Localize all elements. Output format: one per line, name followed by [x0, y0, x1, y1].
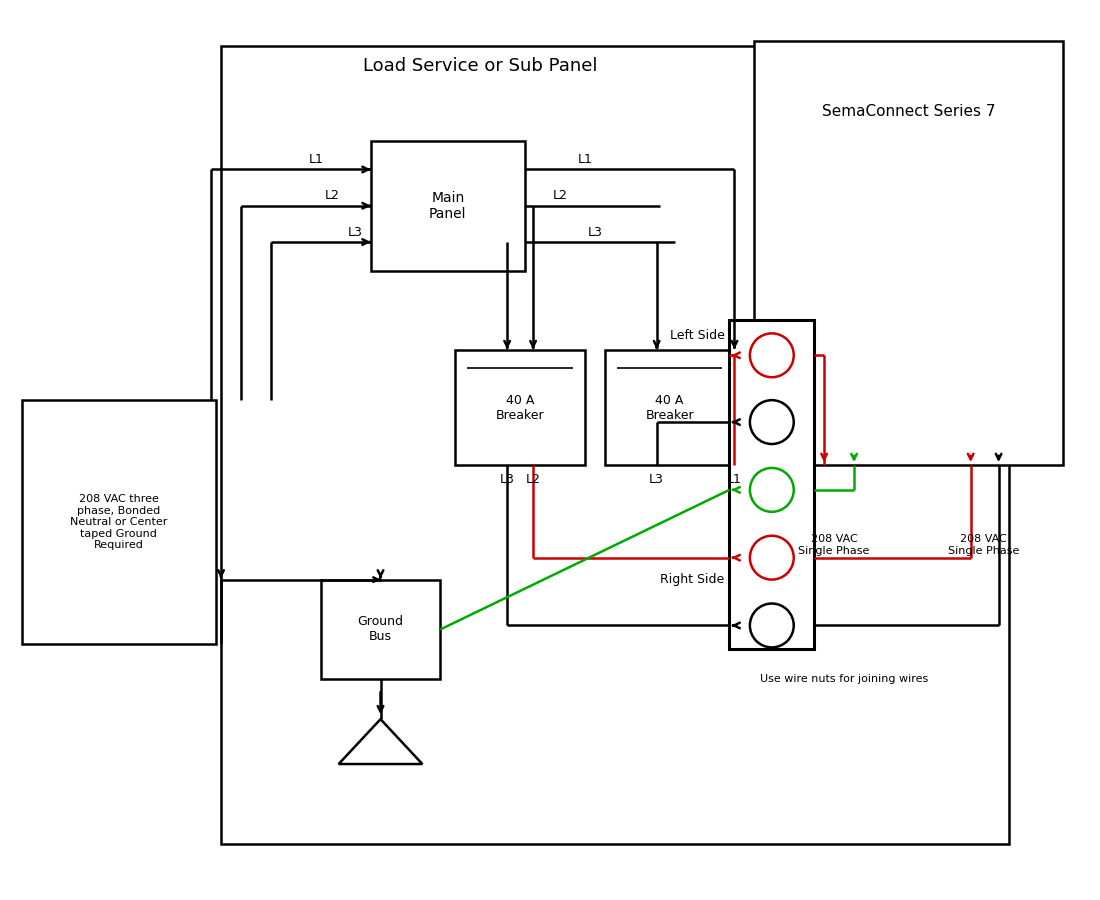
Text: L1: L1	[308, 153, 323, 166]
Text: Load Service or Sub Panel: Load Service or Sub Panel	[363, 58, 597, 76]
Text: L1: L1	[578, 153, 592, 166]
Text: Main
Panel: Main Panel	[429, 191, 466, 220]
Text: Left Side: Left Side	[670, 328, 725, 342]
Text: Ground
Bus: Ground Bus	[358, 616, 404, 644]
Bar	[605, 350, 735, 465]
Text: 208 VAC
Single Phase: 208 VAC Single Phase	[799, 534, 870, 555]
Circle shape	[750, 604, 794, 647]
Text: 208 VAC three
phase, Bonded
Neutral or Center
taped Ground
Required: 208 VAC three phase, Bonded Neutral or C…	[70, 494, 167, 551]
Text: L2: L2	[326, 189, 340, 202]
Circle shape	[750, 333, 794, 377]
Circle shape	[750, 468, 794, 512]
Bar	[22, 400, 216, 644]
Text: SemaConnect Series 7: SemaConnect Series 7	[822, 104, 996, 119]
Bar	[371, 141, 525, 271]
Text: L2: L2	[526, 473, 540, 486]
Bar	[321, 580, 440, 680]
Text: Use wire nuts for joining wires: Use wire nuts for joining wires	[760, 674, 928, 684]
Bar	[729, 320, 814, 650]
Text: 40 A
Breaker: 40 A Breaker	[646, 393, 694, 421]
Bar	[455, 350, 585, 465]
Text: L3: L3	[349, 226, 363, 239]
Text: 40 A
Breaker: 40 A Breaker	[496, 393, 544, 421]
Text: 208 VAC
Single Phase: 208 VAC Single Phase	[948, 534, 1020, 555]
Circle shape	[750, 536, 794, 580]
Text: L2: L2	[552, 189, 568, 202]
Text: L3: L3	[587, 226, 603, 239]
Text: Right Side: Right Side	[660, 573, 725, 586]
Circle shape	[750, 400, 794, 444]
Text: L1: L1	[727, 473, 741, 486]
Bar	[221, 46, 1009, 844]
Text: L3: L3	[649, 473, 664, 486]
Text: L3: L3	[499, 473, 515, 486]
Bar	[755, 41, 1064, 465]
